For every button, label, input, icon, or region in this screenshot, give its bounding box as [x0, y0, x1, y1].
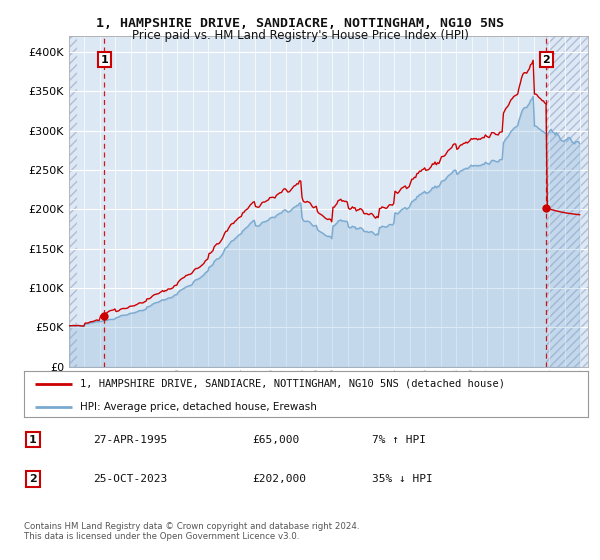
Text: 7% ↑ HPI: 7% ↑ HPI	[372, 435, 426, 445]
Text: 35% ↓ HPI: 35% ↓ HPI	[372, 474, 433, 484]
Text: Contains HM Land Registry data © Crown copyright and database right 2024.
This d: Contains HM Land Registry data © Crown c…	[24, 522, 359, 542]
Text: Price paid vs. HM Land Registry's House Price Index (HPI): Price paid vs. HM Land Registry's House …	[131, 29, 469, 42]
Text: 1: 1	[29, 435, 37, 445]
Text: 1, HAMPSHIRE DRIVE, SANDIACRE, NOTTINGHAM, NG10 5NS (detached house): 1, HAMPSHIRE DRIVE, SANDIACRE, NOTTINGHA…	[80, 379, 505, 389]
Text: 2: 2	[29, 474, 37, 484]
Text: 27-APR-1995: 27-APR-1995	[93, 435, 167, 445]
Text: 25-OCT-2023: 25-OCT-2023	[93, 474, 167, 484]
Text: 2: 2	[542, 54, 550, 64]
Text: £65,000: £65,000	[252, 435, 299, 445]
Text: 1: 1	[101, 54, 109, 64]
Text: £202,000: £202,000	[252, 474, 306, 484]
Text: 1, HAMPSHIRE DRIVE, SANDIACRE, NOTTINGHAM, NG10 5NS: 1, HAMPSHIRE DRIVE, SANDIACRE, NOTTINGHA…	[96, 17, 504, 30]
Text: HPI: Average price, detached house, Erewash: HPI: Average price, detached house, Erew…	[80, 402, 317, 412]
